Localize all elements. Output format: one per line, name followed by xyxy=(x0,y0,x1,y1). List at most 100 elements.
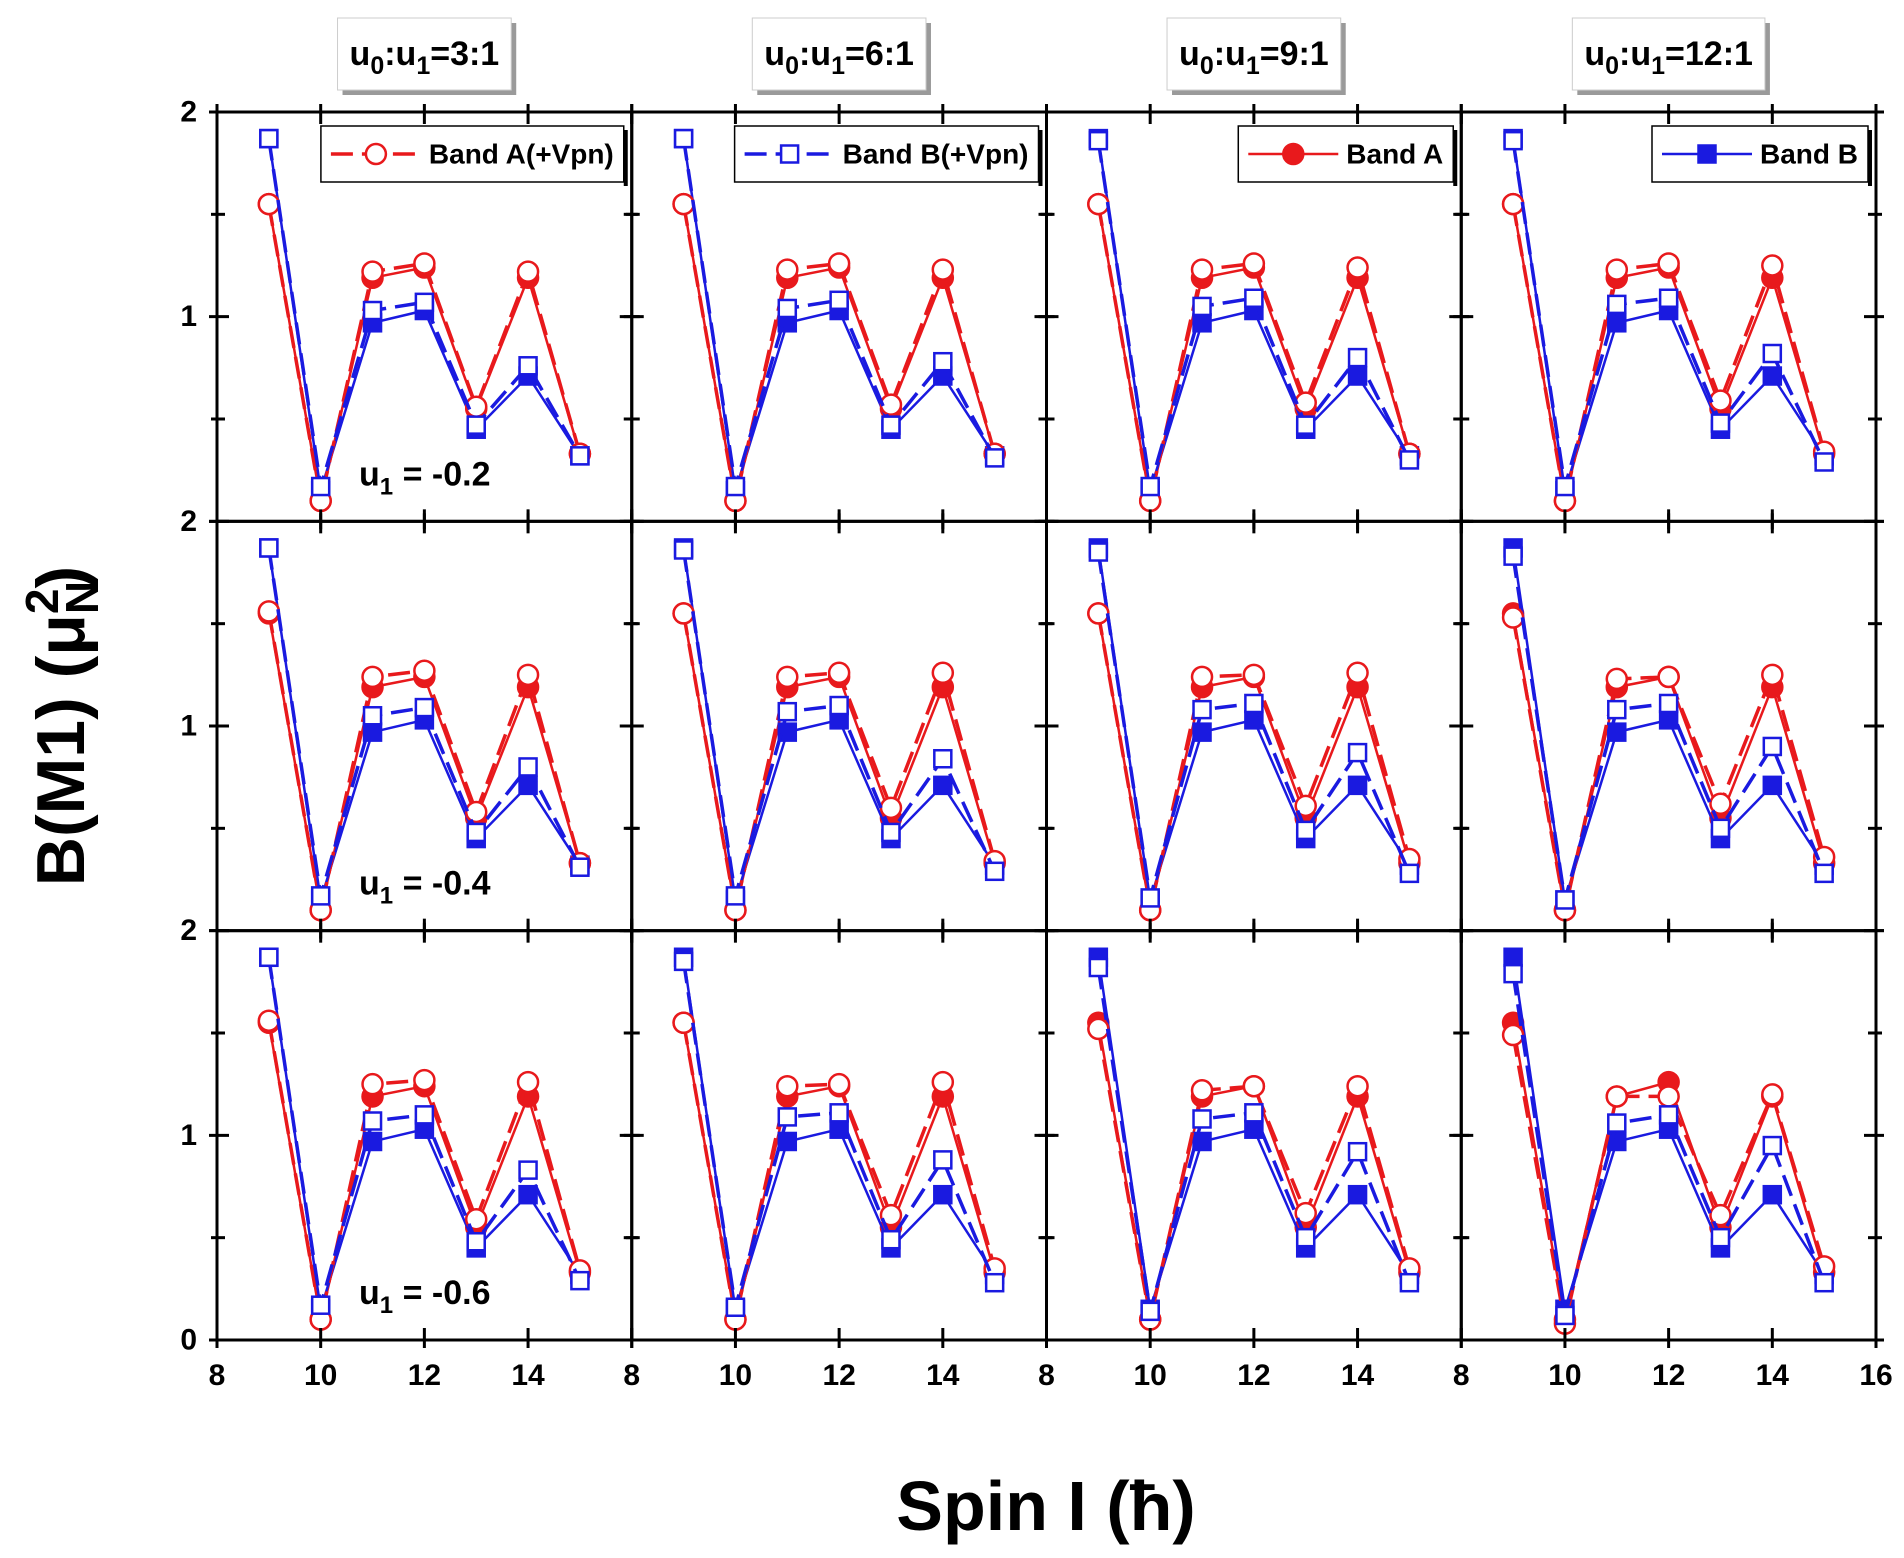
marker xyxy=(1399,863,1420,884)
marker xyxy=(259,538,279,558)
marker xyxy=(361,260,384,283)
marker xyxy=(777,701,798,722)
column-title: u0:u1=3:1 xyxy=(350,35,500,80)
marker xyxy=(1762,736,1783,757)
x-tick-label: 14 xyxy=(1756,1359,1790,1392)
marker xyxy=(1657,1085,1680,1108)
marker xyxy=(1088,957,1109,978)
marker xyxy=(827,661,851,685)
marker xyxy=(881,1229,901,1250)
column-title: u0:u1=9:1 xyxy=(1179,35,1329,80)
marker xyxy=(1762,1135,1783,1156)
y-tick-label: 1 xyxy=(180,1119,197,1152)
marker xyxy=(1555,1305,1575,1326)
marker xyxy=(984,448,1005,468)
legend-label: Band A xyxy=(1346,139,1443,170)
marker xyxy=(413,252,436,275)
marker xyxy=(1294,1201,1317,1225)
marker xyxy=(1295,1227,1316,1248)
marker xyxy=(1607,313,1627,333)
marker xyxy=(1814,863,1834,884)
marker xyxy=(1087,602,1110,625)
marker xyxy=(1190,1079,1214,1102)
x-tick-label: 14 xyxy=(926,1359,960,1392)
x-tick-label: 14 xyxy=(511,1359,545,1392)
marker xyxy=(777,298,798,319)
marker xyxy=(1087,1017,1110,1041)
marker xyxy=(1605,258,1629,281)
marker xyxy=(776,1074,799,1098)
marker xyxy=(464,800,488,824)
marker xyxy=(257,1009,281,1032)
marker xyxy=(1709,389,1732,412)
marker xyxy=(881,822,901,843)
marker xyxy=(257,600,281,623)
marker xyxy=(1555,476,1575,497)
marker xyxy=(1399,1272,1420,1293)
x-tick-label: 12 xyxy=(1652,1359,1685,1392)
marker xyxy=(518,1160,538,1180)
marker xyxy=(777,1107,798,1127)
column-title-part: 0 xyxy=(1605,52,1619,80)
marker xyxy=(1346,1074,1369,1098)
marker xyxy=(1658,288,1679,308)
marker xyxy=(827,1072,851,1096)
legend-marker xyxy=(1282,142,1305,166)
marker xyxy=(1087,192,1110,216)
marker xyxy=(1192,296,1212,317)
marker xyxy=(1710,818,1731,839)
marker xyxy=(777,722,798,742)
marker xyxy=(672,192,695,216)
marker xyxy=(1814,1272,1834,1293)
marker xyxy=(1140,1301,1160,1322)
row-label-part: = -0.6 xyxy=(393,1274,490,1312)
y-tick-label: 2 xyxy=(180,505,197,538)
marker xyxy=(1761,1083,1784,1106)
marker xyxy=(1242,1074,1266,1098)
y-tick-label: 1 xyxy=(180,300,197,333)
marker xyxy=(1190,665,1214,689)
legend-label: Band A(+Vpn) xyxy=(429,139,614,170)
title-box xyxy=(337,17,512,91)
marker xyxy=(570,1270,590,1291)
column-title-part: :u xyxy=(799,35,831,73)
column-title-part: :u xyxy=(1214,35,1246,73)
column-title-part: :u xyxy=(384,35,416,73)
marker xyxy=(725,476,746,497)
row-label-part: u xyxy=(359,1274,380,1312)
marker xyxy=(827,252,851,275)
marker xyxy=(516,1070,540,1094)
x-tick-label: 10 xyxy=(304,1359,337,1392)
x-tick-label: 12 xyxy=(1237,1359,1270,1392)
row-label: u1 = -0.4 xyxy=(359,865,491,910)
row-label-part: = -0.4 xyxy=(393,865,490,903)
row-label: u1 = -0.6 xyxy=(359,1274,490,1319)
legend-shadow xyxy=(623,130,628,186)
marker xyxy=(1294,391,1317,414)
column-title: u0:u1=12:1 xyxy=(1584,35,1753,80)
marker xyxy=(1605,667,1629,691)
legend-shadow xyxy=(1453,130,1458,186)
marker xyxy=(1762,775,1783,796)
column-title-part: =3:1 xyxy=(430,35,499,73)
y-axis-title-close: ) xyxy=(23,566,99,589)
row-label-part: u xyxy=(359,865,380,903)
marker xyxy=(516,260,540,283)
marker xyxy=(1244,1119,1264,1139)
marker xyxy=(1501,1023,1525,1047)
marker xyxy=(310,1295,331,1315)
row-label-part: 1 xyxy=(380,1292,393,1319)
marker xyxy=(1244,693,1264,714)
marker xyxy=(1709,1203,1732,1227)
marker xyxy=(1555,890,1575,910)
marker xyxy=(1762,343,1783,364)
marker xyxy=(518,775,538,796)
column-title-part: :u xyxy=(1619,35,1651,73)
x-tick-label: 14 xyxy=(1341,1359,1375,1392)
y-axis-title-sub: N xyxy=(56,581,108,614)
legend-marker xyxy=(779,144,800,164)
marker xyxy=(725,886,746,906)
marker xyxy=(1761,254,1784,277)
marker xyxy=(257,192,281,216)
